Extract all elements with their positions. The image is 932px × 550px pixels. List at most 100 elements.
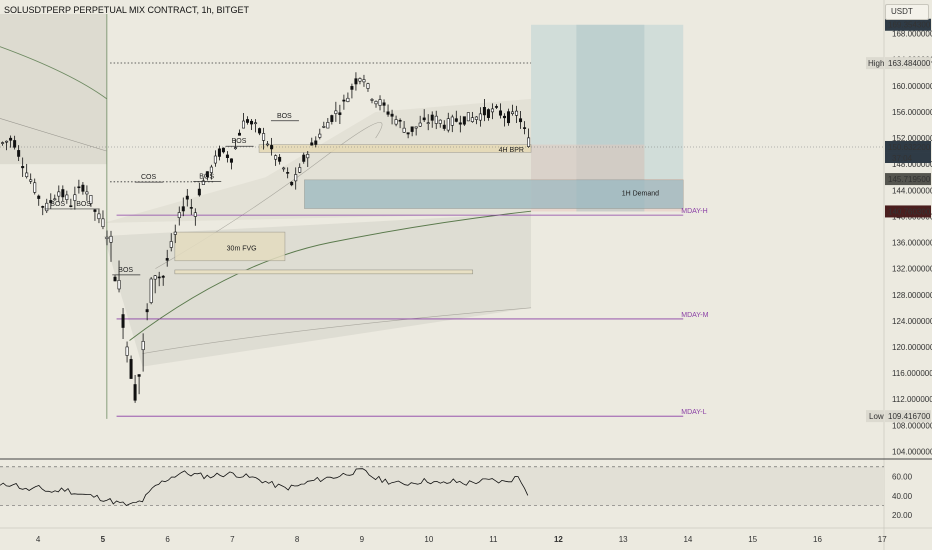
- candle-body: [430, 114, 434, 121]
- candle-body: [1, 142, 5, 144]
- candle-body: [298, 167, 302, 173]
- time-axis[interactable]: 4 5 6 7 8 9 10 11 12 13 14 15 16 17: [0, 527, 932, 544]
- candle-body: [342, 99, 346, 102]
- time-tick-label: 15: [748, 535, 757, 544]
- price-tick-label: 116.000000: [892, 369, 932, 378]
- price-tick-label: 152.000000: [892, 134, 932, 143]
- price-tick-label: 120.000000: [892, 343, 932, 352]
- zone-label: 1H Demand: [622, 191, 659, 198]
- candle-body: [490, 108, 494, 113]
- ema-line: [129, 210, 532, 341]
- candle-body: [519, 118, 523, 123]
- candle-body: [89, 195, 93, 204]
- rsi-tick-label: 60.00: [892, 473, 913, 482]
- candle-body: [57, 191, 61, 197]
- candle-body: [470, 117, 474, 122]
- candle-body: [414, 126, 418, 129]
- candle-body: [193, 212, 197, 217]
- structure-label: BOS: [76, 201, 91, 208]
- candle-body: [458, 122, 462, 125]
- candle-body: [434, 115, 438, 124]
- candle-body: [85, 191, 89, 195]
- candle-body: [173, 231, 177, 235]
- candle-body: [117, 280, 121, 290]
- candle-body: [378, 99, 382, 106]
- low-value: 109.416700: [888, 412, 931, 421]
- rsi-line: [0, 468, 529, 506]
- candle-body: [213, 155, 217, 164]
- candle-body: [233, 147, 237, 150]
- candle-body: [53, 198, 57, 201]
- candle-body: [418, 122, 422, 127]
- candle-body: [270, 145, 274, 150]
- candle-body: [250, 120, 254, 125]
- lower-band-line: [142, 307, 532, 354]
- candle-body: [37, 195, 41, 199]
- zone-4h-bpr: [258, 144, 532, 153]
- time-tick-label: 11: [489, 535, 498, 544]
- candle-body: [310, 142, 314, 146]
- candle-body: [394, 119, 398, 125]
- last-price-tag: [885, 140, 931, 153]
- candle-body: [157, 276, 161, 279]
- candle-body: [121, 314, 125, 328]
- candle-body: [153, 275, 157, 280]
- time-tick-label: 12: [554, 535, 563, 544]
- candle-body: [189, 207, 193, 209]
- price-tick-label: 128.000000: [892, 291, 932, 300]
- candles-layer: [1, 72, 531, 403]
- price-tick-label: 136.000000: [892, 239, 932, 248]
- rsi-tick-label: 40.00: [892, 492, 913, 501]
- zones-layer: [174, 24, 684, 275]
- high-tag: [885, 57, 931, 70]
- candle-body: [426, 122, 430, 124]
- candle-body: [326, 122, 330, 129]
- candle-body: [498, 110, 502, 116]
- price-tick-label: 148.000000: [892, 160, 932, 169]
- candle-body: [221, 147, 225, 153]
- price-tick-label: 144.000000: [892, 186, 932, 195]
- upper-band-curve: [0, 46, 108, 100]
- candle-body: [33, 182, 37, 193]
- candle-body: [25, 172, 29, 178]
- candle-body: [350, 86, 354, 90]
- countdown-bg: [885, 153, 931, 164]
- candle-body: [362, 79, 366, 83]
- candle-body: [246, 119, 250, 123]
- candle-body: [482, 107, 486, 116]
- candle-body: [422, 117, 426, 121]
- low-tag: [885, 410, 931, 423]
- candle-body: [49, 200, 53, 204]
- structure-label: BOS: [50, 201, 65, 208]
- time-tick-label: 8: [295, 535, 300, 544]
- candle-body: [278, 156, 282, 162]
- candle-body: [97, 213, 101, 220]
- high-value: 163.484000: [888, 59, 931, 68]
- candle-body: [181, 206, 185, 212]
- candle-body: [165, 258, 169, 261]
- chart-title: SOLUSDTPERP PERPETUAL MIX CONTRACT, 1h, …: [4, 5, 250, 15]
- candle-body: [338, 112, 342, 115]
- candle-body: [149, 278, 153, 303]
- candle-body: [73, 194, 77, 201]
- last-price-value: 150.632200: [888, 143, 931, 152]
- candle-body: [527, 137, 531, 147]
- stop-tag: [885, 205, 931, 218]
- candle-body: [161, 275, 165, 278]
- level-label: MDAY-H: [681, 208, 707, 215]
- target-value: 169.354300: [888, 21, 931, 30]
- currency-selector[interactable]: USDT: [885, 4, 929, 20]
- time-tick-label: 14: [683, 535, 692, 544]
- price-axis[interactable]: 104.000000 108.000000 112.000000 116.000000…: [866, 0, 932, 550]
- candle-body: [382, 102, 386, 106]
- candle-body: [21, 166, 25, 169]
- left-shade: [0, 14, 107, 165]
- structure-label: BOS: [232, 138, 247, 145]
- rsi-pane: 60.00 40.00 20.00: [0, 458, 932, 520]
- candle-body: [197, 188, 201, 196]
- candle-body: [454, 118, 458, 122]
- level-label: MDAY-L: [681, 409, 706, 416]
- candle-body: [294, 174, 298, 182]
- candle-body: [205, 171, 209, 178]
